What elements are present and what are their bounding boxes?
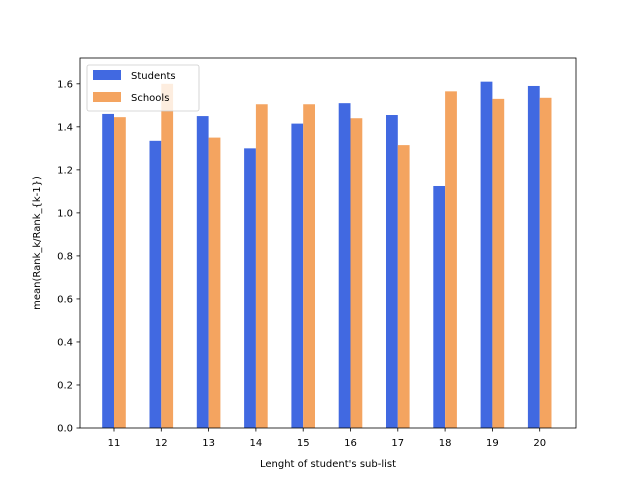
- bar-students-11: [102, 113, 114, 429]
- bar-students-16: [338, 103, 351, 429]
- bar-schools-17: [397, 145, 410, 428]
- bar-schools-15: [303, 104, 315, 428]
- x-tick-label: 20: [533, 438, 546, 449]
- y-tick-label: 1.6: [57, 79, 73, 90]
- x-tick-label: 13: [202, 438, 215, 449]
- bar-schools-16: [350, 118, 363, 428]
- bar-students-15: [291, 123, 304, 429]
- bar-schools-11: [114, 117, 126, 428]
- bar-students-14: [244, 148, 256, 428]
- y-tick-label: 0.0: [57, 424, 73, 435]
- x-axis-ticks: 11 12 13 14 15 16 17 18 19 20: [108, 428, 546, 449]
- x-tick-label: 11: [108, 438, 121, 449]
- y-axis-label: mean(Rank_k/Rank_{k-1}): [32, 176, 43, 310]
- x-tick-label: 19: [486, 438, 499, 449]
- bar-students-13: [196, 116, 209, 428]
- bar-schools-20: [539, 97, 552, 429]
- y-tick-label: 0.4: [57, 337, 73, 348]
- legend-label-schools: Schools: [131, 93, 169, 104]
- bar-students-19: [480, 81, 493, 428]
- x-axis-label: Lenght of student's sub-list: [260, 459, 396, 470]
- y-axis-ticks: 0.0 0.2 0.4 0.6 0.8 1.0 1.2 1.4 1.6: [57, 79, 80, 435]
- bar-schools-18: [445, 91, 457, 428]
- y-tick-label: 0.6: [57, 294, 73, 305]
- y-tick-label: 0.8: [57, 251, 73, 262]
- legend-label-students: Students: [131, 71, 176, 82]
- bar-students-18: [433, 185, 446, 428]
- bar-students-20: [527, 85, 540, 428]
- legend-swatch-schools: [93, 92, 121, 102]
- bar-students-12: [149, 140, 162, 428]
- x-tick-label: 15: [297, 438, 310, 449]
- y-tick-label: 1.2: [57, 165, 73, 176]
- x-tick-label: 12: [155, 438, 168, 449]
- bar-schools-19: [492, 98, 505, 429]
- legend-swatch-students: [93, 70, 121, 80]
- bar-students-17: [386, 115, 398, 428]
- x-tick-label: 16: [344, 438, 357, 449]
- y-tick-label: 1.4: [57, 122, 73, 133]
- y-tick-label: 1.0: [57, 208, 73, 219]
- legend: Students Schools: [86, 64, 200, 112]
- plot-frame: [79, 57, 577, 429]
- y-tick-label: 0.2: [57, 380, 73, 391]
- x-tick-label: 17: [391, 438, 404, 449]
- x-tick-label: 14: [250, 438, 263, 449]
- bar-schools-12: [161, 83, 174, 428]
- bar-schools-14: [255, 104, 268, 428]
- bars-group: [102, 81, 552, 429]
- x-tick-label: 18: [439, 438, 452, 449]
- bar-schools-13: [208, 137, 221, 428]
